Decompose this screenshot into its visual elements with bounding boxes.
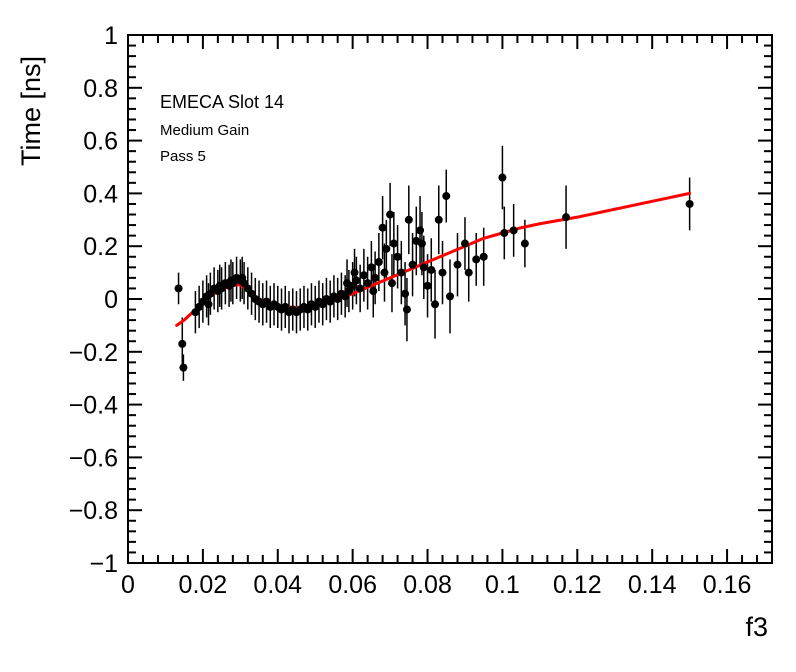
y-axis-title: Time [ns]: [16, 55, 46, 166]
data-marker: [434, 215, 443, 224]
x-tick-label: 0.02: [179, 571, 228, 599]
x-tick-label: 0.08: [403, 571, 452, 599]
data-marker: [356, 284, 365, 293]
data-marker: [427, 265, 436, 274]
data-marker: [352, 276, 361, 285]
data-marker: [367, 263, 376, 272]
y-tick-label: −0.4: [69, 392, 118, 420]
data-marker: [453, 260, 462, 269]
data-marker: [401, 289, 410, 298]
data-marker: [359, 271, 368, 280]
data-marker: [204, 300, 213, 309]
x-tick-label: 0.04: [253, 571, 302, 599]
data-marker: [387, 279, 396, 288]
data-marker: [363, 279, 372, 288]
data-marker: [472, 255, 481, 264]
data-marker: [446, 292, 454, 301]
data-marker: [442, 192, 451, 201]
data-marker: [479, 252, 488, 261]
x-tick-label: 0: [121, 571, 135, 599]
data-marker: [500, 229, 509, 237]
data-marker: [498, 173, 507, 182]
data-marker: [431, 300, 440, 309]
x-tick-label: 0.1: [485, 571, 520, 599]
data-marker: [509, 226, 518, 235]
y-tick-label: 0.2: [83, 233, 118, 261]
data-marker: [419, 263, 428, 272]
data-marker: [402, 305, 411, 314]
data-marker: [562, 213, 571, 222]
data-marker: [371, 273, 380, 282]
y-tick-label: 0: [104, 286, 118, 314]
y-tick-label: 0.6: [83, 128, 118, 156]
data-marker: [404, 215, 413, 224]
data-marker: [178, 339, 187, 348]
data-marker: [378, 223, 387, 232]
x-tick-label: 0.14: [628, 571, 677, 599]
y-tick-label: 0.8: [83, 75, 118, 103]
data-marker: [350, 268, 359, 277]
x-axis-title: f3: [745, 612, 768, 642]
y-tick-label: −0.8: [69, 497, 118, 525]
data-marker: [423, 281, 432, 290]
data-marker: [520, 239, 529, 248]
data-marker: [393, 252, 402, 261]
annotation-detector-slot: EMECA Slot 14: [160, 92, 285, 112]
data-marker: [464, 268, 473, 277]
data-marker: [397, 268, 406, 277]
data-marker: [386, 210, 395, 219]
data-marker: [380, 268, 389, 277]
data-marker: [179, 363, 188, 372]
annotation-pass-number: Pass 5: [160, 148, 206, 165]
data-marker: [374, 258, 383, 267]
y-tick-label: −1: [89, 550, 118, 578]
data-marker: [408, 260, 417, 269]
data-marker: [417, 239, 426, 248]
data-marker: [174, 284, 183, 293]
annotation-gain-mode: Medium Gain: [160, 122, 250, 139]
data-marker: [416, 226, 425, 235]
data-marker: [382, 244, 391, 253]
data-marker: [460, 239, 469, 248]
x-tick-label: 0.06: [328, 571, 377, 599]
data-marker: [389, 239, 398, 248]
y-tick-label: −0.2: [69, 339, 118, 367]
y-tick-label: −0.6: [69, 444, 118, 472]
y-tick-label: 1: [104, 22, 118, 50]
data-marker: [369, 287, 378, 296]
data-marker: [438, 268, 447, 277]
x-tick-label: 0.12: [553, 571, 602, 599]
x-tick-label: 0.16: [703, 571, 752, 599]
y-tick-label: 0.4: [83, 180, 118, 208]
data-marker: [685, 199, 694, 208]
